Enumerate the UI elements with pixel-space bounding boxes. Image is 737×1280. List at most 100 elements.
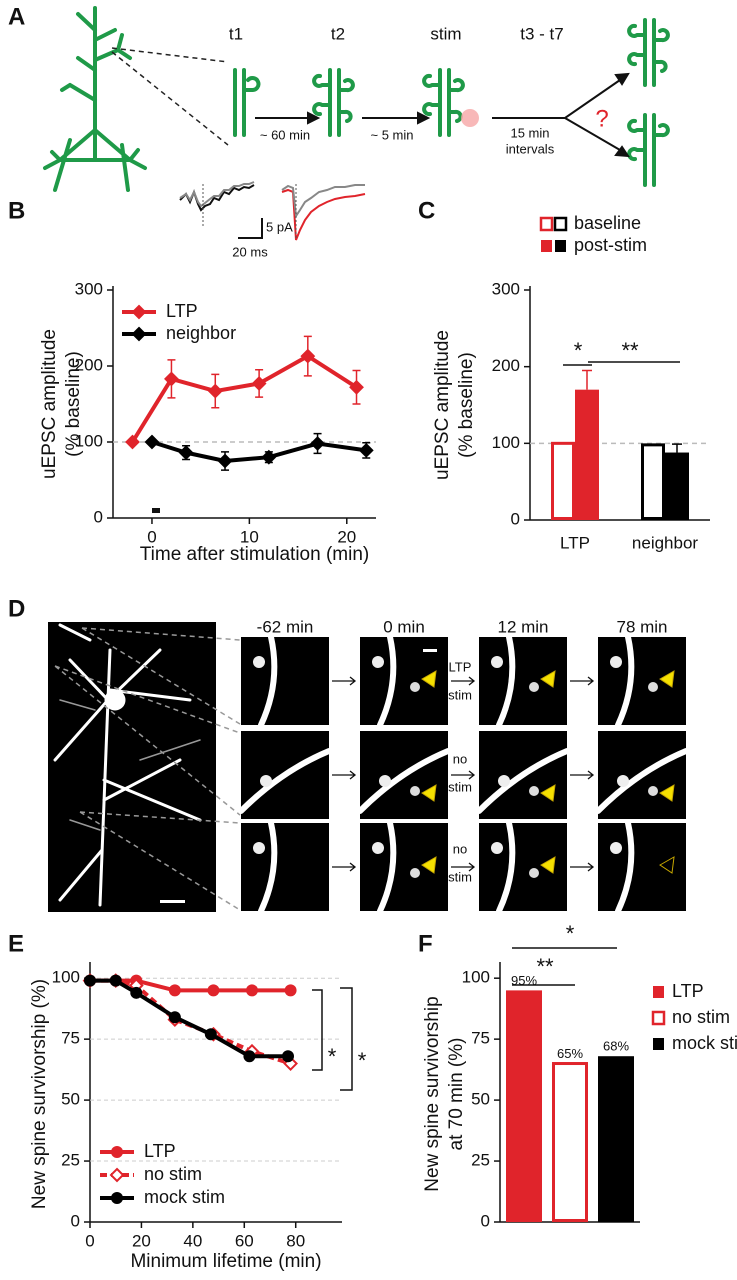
panel-label: B	[8, 197, 25, 224]
timepoint: t1	[229, 24, 243, 43]
bar	[551, 441, 575, 521]
time-label: -62 min	[257, 617, 314, 636]
value-label: 68%	[603, 1039, 629, 1054]
significance-label: *	[328, 1044, 337, 1069]
y-tick-label: 75	[471, 1029, 490, 1048]
marker	[261, 449, 277, 465]
y-tick-label: 100	[75, 431, 103, 450]
error-bar	[582, 369, 592, 390]
zoom-line	[54, 627, 241, 911]
x-axis-label: Time after stimulation (min)	[140, 544, 369, 565]
arrow	[332, 676, 357, 686]
dendrite	[615, 820, 635, 914]
dendrite	[258, 634, 278, 728]
marker	[282, 1050, 294, 1063]
spine	[410, 868, 420, 878]
scale-label: 20 ms	[232, 244, 268, 259]
arrow	[332, 862, 357, 872]
y-axis-label: New spine survivorship (%)	[29, 979, 50, 1209]
trace-inset	[179, 181, 366, 241]
x-tick-label: neighbor	[632, 533, 699, 552]
significance-label: *	[574, 338, 583, 363]
arrowhead	[421, 856, 437, 874]
spine	[379, 775, 391, 787]
arrowhead	[421, 670, 437, 688]
arrowhead	[659, 670, 675, 688]
condition-label: no	[453, 841, 467, 856]
panel-label: E	[8, 930, 24, 957]
condition-label: stim	[448, 869, 472, 884]
legend-label: no stim	[672, 1007, 730, 1027]
arrow	[570, 676, 595, 686]
significance-label: *	[358, 1048, 367, 1073]
y-tick-label: 50	[471, 1090, 490, 1109]
marker	[246, 984, 258, 997]
marker	[207, 383, 223, 399]
spine	[610, 842, 622, 854]
y-axis-label: (% baseline)	[63, 351, 84, 457]
marker	[130, 986, 143, 999]
marker	[111, 1146, 123, 1158]
marker	[251, 376, 267, 391]
condition-label: no	[453, 751, 467, 766]
y-tick-label: 25	[471, 1151, 490, 1170]
legend-swatch	[653, 986, 664, 998]
legend-label: baseline	[574, 213, 641, 233]
marker	[109, 1167, 125, 1183]
x-tick-label: 0	[85, 1231, 94, 1250]
marker	[349, 379, 364, 395]
y-tick-label: 100	[462, 968, 490, 987]
image-tile	[241, 823, 329, 911]
error-bar	[672, 443, 682, 453]
image-tile	[241, 637, 329, 725]
y-tick-label: 0	[481, 1211, 490, 1230]
dendrite	[615, 634, 635, 728]
timepoint: t3 - t7	[520, 24, 563, 43]
x-tick-label: 80	[286, 1231, 305, 1250]
arrow	[451, 862, 476, 872]
y-axis-label: (% baseline)	[456, 352, 477, 458]
legend-swatch	[553, 216, 568, 232]
arrowhead	[540, 670, 556, 688]
series-line	[130, 353, 358, 444]
legend-label: LTP	[672, 981, 704, 1001]
dendrite	[377, 634, 397, 728]
legend-swatch	[541, 240, 552, 252]
time-label: 12 min	[497, 617, 548, 636]
marker	[358, 442, 374, 458]
y-tick-label: 0	[94, 507, 103, 526]
bar	[665, 452, 689, 520]
significance-label: *	[566, 921, 575, 946]
interval-label: intervals	[506, 141, 555, 156]
legend-label: LTP	[166, 301, 198, 321]
interval-label: ~ 5 min	[371, 127, 414, 142]
y-tick-label: 200	[492, 356, 520, 375]
marker	[178, 445, 194, 461]
stimulus-bar	[152, 508, 160, 513]
spine	[253, 842, 265, 854]
neuron-image-content	[53, 623, 202, 907]
marker	[131, 326, 147, 342]
dendrite	[357, 748, 451, 814]
y-tick-label: 25	[61, 1151, 80, 1170]
significance-label: **	[621, 338, 639, 363]
spine	[253, 656, 265, 668]
arrowhead	[421, 784, 437, 802]
arrowhead	[540, 784, 556, 802]
legend-label: post-stim	[574, 235, 647, 255]
y-axis-label: New spine survivorship	[422, 996, 443, 1191]
y-tick-label: 300	[75, 279, 103, 298]
marker	[164, 371, 179, 387]
x-tick-label: 40	[183, 1231, 202, 1250]
marker	[84, 974, 96, 987]
bar	[552, 1062, 588, 1222]
timepoint: stim	[430, 24, 461, 43]
scale-bar	[160, 900, 185, 903]
x-tick-label: 20	[337, 527, 356, 546]
marker	[284, 984, 297, 997]
spine	[372, 656, 384, 668]
condition-label: stim	[448, 687, 472, 702]
condition-label: LTP	[449, 659, 472, 674]
arrows	[255, 72, 630, 158]
spine	[648, 786, 658, 796]
